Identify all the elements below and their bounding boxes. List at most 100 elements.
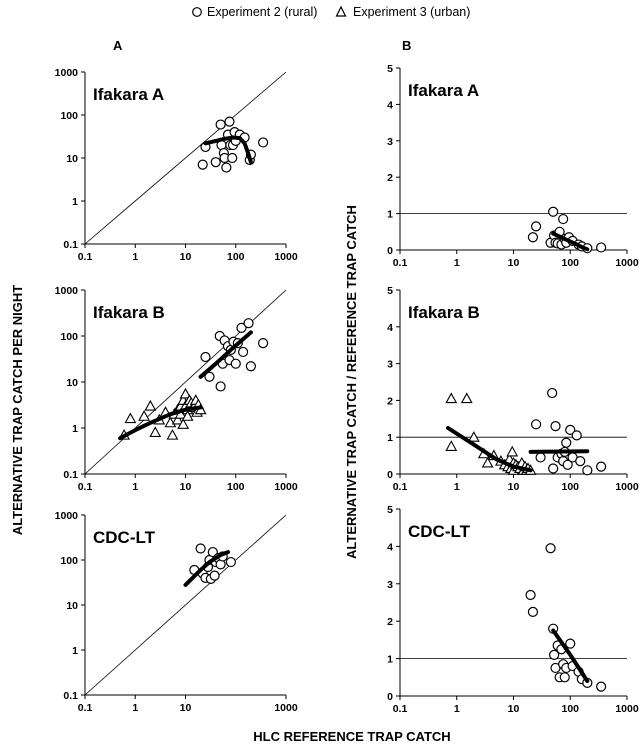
- data-point-circle: [195, 543, 206, 554]
- y-axis-title-left: ALTERNATIVE TRAP CATCH PER NIGHT: [10, 285, 25, 535]
- y-tick-label: 0.1: [63, 469, 78, 481]
- panel-title: Ifakara A: [93, 85, 164, 104]
- data-point-circle: [525, 589, 536, 601]
- data-point-circle: [550, 421, 561, 432]
- x-tick-label: 0.1: [393, 481, 408, 493]
- data-point-triangle: [171, 413, 184, 425]
- y-tick-label: 1: [72, 196, 78, 208]
- y-tick-label: 1000: [55, 285, 79, 297]
- data-point-triangle: [179, 387, 192, 399]
- data-point-circle: [530, 419, 542, 430]
- y-tick-label: 5: [387, 285, 393, 297]
- y-tick-label: 5: [387, 504, 393, 516]
- y-tick-label: 1: [387, 209, 393, 221]
- data-point-circle: [548, 206, 559, 217]
- y-tick-label: 1: [387, 654, 393, 666]
- data-point-circle: [530, 221, 542, 232]
- fit-line: [551, 628, 590, 683]
- data-point-circle: [243, 318, 254, 329]
- panel-title: Ifakara B: [93, 303, 165, 322]
- data-point-circle: [224, 116, 235, 127]
- y-tick-label: 0.1: [63, 239, 78, 251]
- data-point-circle: [200, 351, 211, 363]
- y-tick-label: 1000: [55, 67, 79, 79]
- x-tick-label: 1: [454, 481, 460, 493]
- data-point-circle: [565, 424, 576, 435]
- panel-b1: 0.1 1 10 100 1000 0 1 2 3 4 5 Ifakara A: [387, 63, 639, 269]
- x-tick-label: 100: [227, 481, 245, 493]
- panel-title: Ifakara B: [408, 303, 480, 322]
- fit-line: [446, 426, 533, 473]
- identity-line: [84, 71, 287, 245]
- data-point-triangle: [124, 412, 137, 424]
- x-tick-label: 1000: [615, 703, 639, 715]
- y-tick-label: 2: [387, 172, 393, 184]
- x-tick-label: 1000: [274, 251, 298, 263]
- y-tick-label: 0: [387, 469, 393, 481]
- y-tick-label: 4: [387, 322, 393, 334]
- data-point-circle: [558, 213, 569, 225]
- fit-line: [198, 330, 253, 379]
- x-tick-label: 10: [180, 702, 192, 714]
- y-tick-label: 0: [387, 245, 393, 257]
- x-axis-title: HLC REFERENCE TRAP CATCH: [253, 729, 450, 744]
- data-point-circle: [545, 543, 556, 554]
- fit-line: [183, 550, 230, 587]
- identity-line: [84, 514, 287, 696]
- x-tick-label: 1000: [615, 257, 639, 269]
- x-tick-label: 1000: [274, 481, 298, 493]
- data-point-circle: [209, 570, 220, 581]
- data-point-triangle: [144, 399, 157, 411]
- x-tick-label: 100: [561, 481, 579, 493]
- panel-b2: 0.1 1 10 100 1000 0 1 2 3 4 5 Ifakara B: [387, 285, 639, 493]
- data-point-triangle: [467, 431, 480, 442]
- y-tick-label: 0.1: [63, 690, 78, 702]
- data-point-triangle: [177, 418, 190, 429]
- panel-a2: 0.1 1 10 100 1000 0.1 1 10 100 1000 Ifakara B: [55, 285, 298, 493]
- data-point-circle: [245, 361, 256, 372]
- data-point-circle: [547, 387, 558, 399]
- y-tick-label: 10: [66, 600, 78, 612]
- data-point-triangle: [481, 456, 494, 468]
- panel-title: Ifakara A: [408, 81, 479, 100]
- fit-line: [528, 449, 590, 454]
- x-tick-label: 1000: [274, 702, 298, 714]
- x-tick-label: 0.1: [393, 703, 408, 715]
- panel-title: CDC-LT: [93, 528, 156, 547]
- x-tick-label: 100: [227, 251, 245, 263]
- x-tick-label: 10: [508, 257, 520, 269]
- y-tick-label: 1: [72, 423, 78, 435]
- x-tick-label: 1: [454, 703, 460, 715]
- data-point-circle: [215, 381, 226, 392]
- data-point-circle: [549, 649, 560, 660]
- panel-title: CDC-LT: [408, 522, 471, 541]
- legend-triangle-marker: [335, 5, 347, 17]
- data-point-circle: [221, 162, 232, 173]
- legend: Experiment 2 (rural) Experiment 3 (urban…: [192, 5, 470, 19]
- data-point-triangle: [181, 410, 194, 421]
- data-point-circle: [225, 556, 236, 568]
- data-point-circle: [562, 459, 573, 470]
- x-tick-label: 0.1: [78, 481, 93, 493]
- x-tick-label: 1: [132, 481, 138, 493]
- x-tick-label: 0.1: [393, 257, 408, 269]
- data-point-circle: [575, 456, 586, 467]
- y-tick-label: 100: [60, 555, 78, 567]
- data-point-triangle: [506, 445, 519, 457]
- data-point-triangle: [445, 440, 458, 451]
- data-point-circle: [227, 152, 238, 164]
- legend-label-urban: Experiment 3 (urban): [353, 5, 470, 19]
- legend-circle-marker: [192, 7, 202, 17]
- data-point-triangle: [445, 392, 458, 404]
- data-point-circle: [565, 638, 576, 649]
- data-point-circle: [559, 672, 570, 683]
- data-point-circle: [210, 157, 221, 168]
- y-tick-label: 1: [387, 432, 393, 444]
- data-point-circle: [236, 322, 247, 333]
- data-point-triangle: [164, 416, 177, 428]
- data-point-circle: [571, 430, 582, 441]
- x-tick-label: 1: [132, 702, 138, 714]
- y-tick-label: 0: [387, 691, 393, 703]
- y-tick-label: 4: [387, 541, 393, 553]
